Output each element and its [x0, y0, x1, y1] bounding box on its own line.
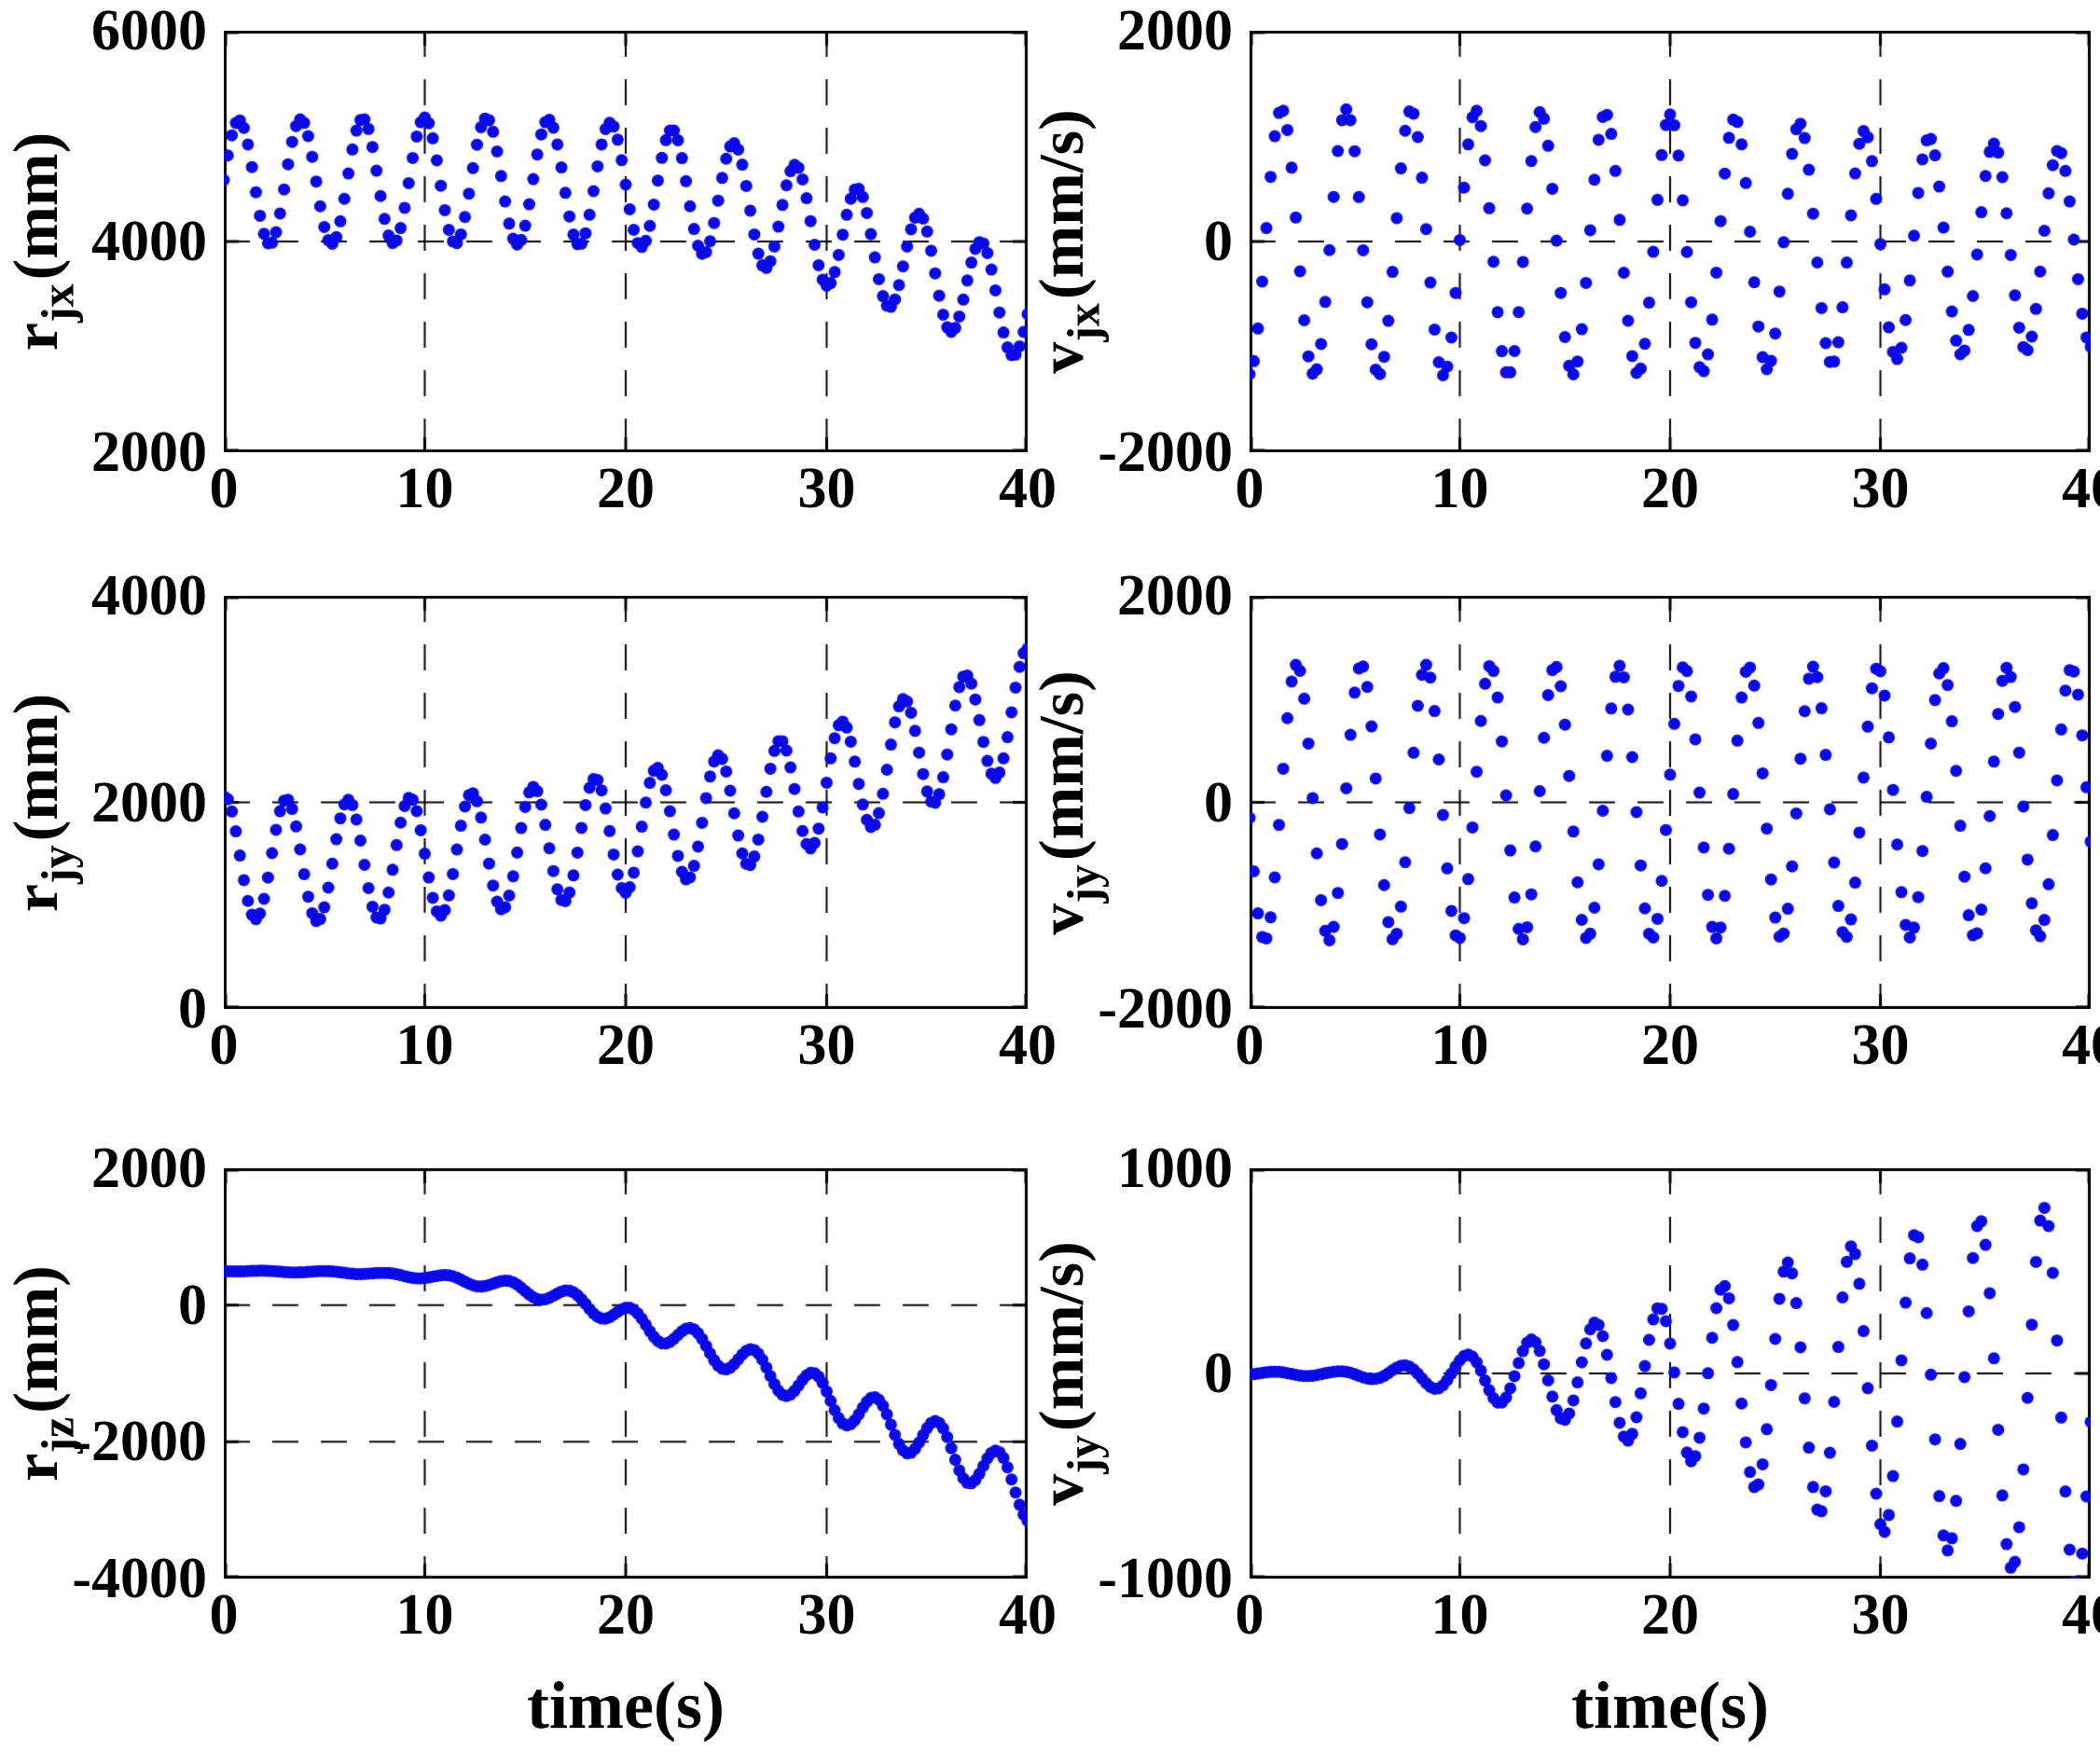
y-axis-label-base: v	[1025, 1473, 1097, 1506]
x-tick-label: 40	[999, 1014, 1057, 1077]
y-tick-label: 0	[178, 1273, 207, 1337]
x-tick-label: 30	[1851, 457, 1910, 520]
y-tick-label: 2000	[1117, 564, 1233, 628]
y-axis-label-base: r	[0, 323, 71, 352]
y-axis-label-subscript: jz	[31, 1416, 84, 1454]
y-tick-label: 2000	[91, 421, 207, 484]
y-tick-label: -2000	[72, 1410, 207, 1474]
y-axis-label-subscript: jy	[1057, 1435, 1110, 1474]
x-tick-label: 40	[2062, 457, 2100, 520]
x-tick-label: 30	[797, 1583, 856, 1647]
x-tick-label: 20	[1641, 1583, 1699, 1647]
y-axis-label-v_jz_panel_labeled_v_jy: vjy(mm/s)	[1025, 1241, 1110, 1506]
y-tick-label: -2000	[1098, 421, 1233, 484]
y-tick-label: 4000	[91, 564, 207, 628]
y-axis-label-r_jz: rjz(mm)	[0, 1265, 84, 1482]
y-tick-label: 4000	[91, 210, 207, 273]
y-tick-label: -4000	[72, 1547, 207, 1610]
y-axis-label-r_jx: rjx(mm)	[0, 132, 84, 351]
y-axis-label-subscript: jx	[31, 283, 84, 324]
y-tick-label: 0	[1204, 210, 1233, 273]
x-axis-label: time(s)	[1571, 1668, 1769, 1743]
y-tick-label: 2000	[1117, 0, 1233, 62]
x-tick-label: 10	[395, 1014, 454, 1077]
y-tick-label: 2000	[91, 770, 207, 835]
x-tick-label: 30	[1851, 1583, 1910, 1647]
x-tick-label: 10	[395, 457, 454, 520]
y-axis-label-unit: (mm/s)	[1025, 109, 1097, 300]
y-axis-label-base: r	[0, 883, 71, 912]
y-axis-label-v_jy: vjy(mm/s)	[1025, 669, 1110, 935]
y-axis-label-v_jx: vjx(mm/s)	[1025, 109, 1110, 374]
y-axis-label-base: v	[1025, 903, 1097, 935]
y-axis-label-unit: (mm/s)	[1025, 669, 1097, 861]
x-tick-label: 0	[1235, 457, 1264, 520]
y-axis-label-base: v	[1025, 341, 1097, 374]
y-axis-label-unit: (mm)	[0, 693, 71, 841]
y-tick-label: -2000	[1098, 977, 1233, 1041]
x-tick-label: 0	[1235, 1014, 1264, 1077]
y-tick-label: 2000	[91, 1137, 207, 1200]
y-tick-label: 6000	[91, 0, 207, 62]
plot-canvas-v_jx	[1250, 31, 2091, 452]
plot-canvas-v_jy	[1250, 596, 2091, 1009]
y-tick-label: 0	[178, 977, 207, 1041]
x-tick-label: 40	[999, 457, 1057, 520]
y-axis-label-unit: (mm)	[0, 1265, 71, 1414]
y-axis-label-subscript: jy	[1057, 863, 1110, 904]
plot-canvas-r_jz	[224, 1168, 1028, 1579]
x-tick-label: 30	[797, 457, 856, 520]
plot-canvas-v_jz_panel_labeled_v_jy	[1250, 1168, 2091, 1579]
x-tick-label: 0	[209, 1014, 239, 1077]
y-tick-label: 0	[1204, 1342, 1233, 1405]
x-tick-label: 10	[395, 1583, 454, 1647]
x-tick-label: 40	[2062, 1014, 2100, 1077]
x-tick-label: 0	[209, 457, 239, 520]
x-tick-label: 20	[1641, 457, 1699, 520]
x-axis-label: time(s)	[527, 1668, 725, 1743]
y-axis-label-base: r	[0, 1453, 71, 1482]
y-tick-label: -1000	[1098, 1547, 1233, 1610]
x-tick-label: 30	[1851, 1014, 1910, 1077]
plot-canvas-r_jx	[224, 31, 1028, 452]
y-axis-label-subscript: jx	[1057, 303, 1110, 342]
x-tick-label: 0	[209, 1583, 239, 1647]
x-tick-label: 20	[597, 1014, 655, 1077]
x-tick-label: 40	[2062, 1583, 2100, 1647]
x-tick-label: 0	[1235, 1583, 1264, 1647]
y-axis-label-unit: (mm/s)	[1025, 1241, 1097, 1432]
x-tick-label: 20	[1641, 1014, 1699, 1077]
y-axis-label-r_jy: rjy(mm)	[0, 693, 84, 911]
y-axis-label-unit: (mm)	[0, 131, 71, 281]
x-tick-label: 10	[1430, 1583, 1489, 1647]
y-tick-label: 0	[1204, 770, 1233, 835]
plot-canvas-r_jy	[224, 596, 1028, 1009]
x-tick-label: 30	[797, 1014, 856, 1077]
x-tick-label: 20	[597, 1583, 655, 1647]
x-tick-label: 10	[1430, 457, 1489, 520]
x-tick-label: 10	[1430, 1014, 1489, 1077]
y-tick-label: 1000	[1117, 1137, 1233, 1200]
y-axis-label-subscript: jy	[31, 844, 84, 884]
x-tick-label: 40	[999, 1583, 1057, 1647]
x-tick-label: 20	[597, 457, 655, 520]
